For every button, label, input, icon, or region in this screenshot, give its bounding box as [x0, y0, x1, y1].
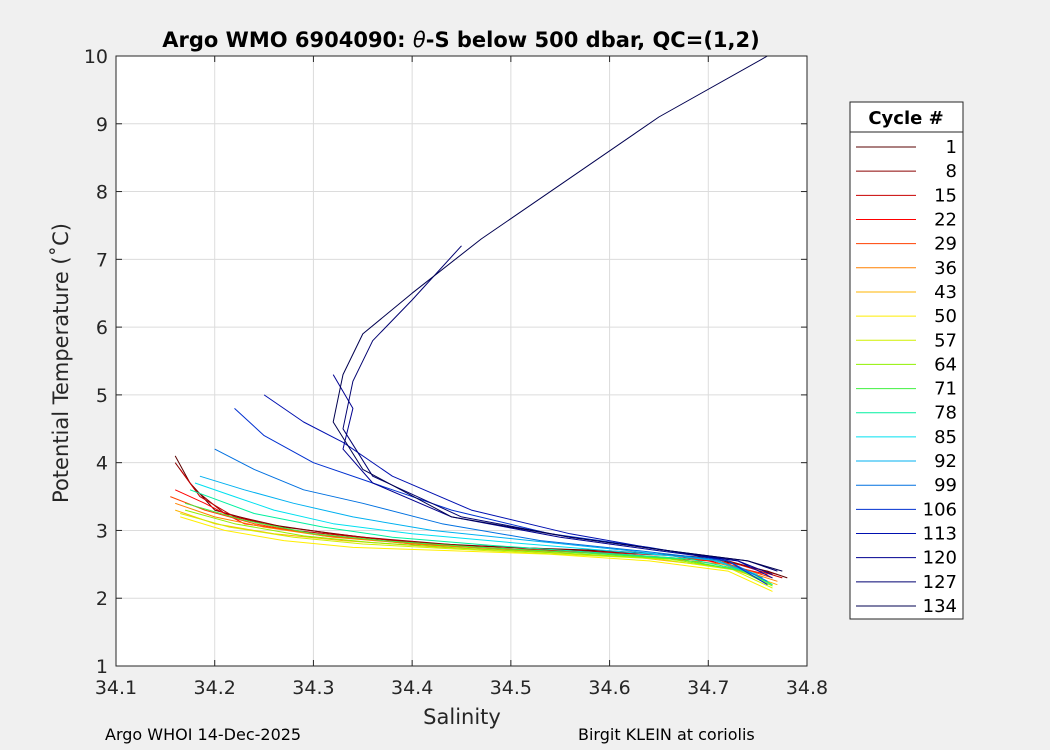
y-tick-label: 8 — [96, 182, 108, 204]
legend-entry: 99 — [934, 475, 957, 496]
series-line-cycle-71 — [184, 502, 773, 586]
legend-entry: 106 — [923, 499, 957, 520]
x-tick-label: 34.1 — [95, 677, 137, 699]
plot-border — [115, 55, 808, 667]
footer-credit-right: Birgit KLEIN at coriolis — [578, 725, 755, 744]
legend-title: Cycle # — [868, 108, 943, 129]
legend-entry: 134 — [923, 596, 957, 617]
y-tick-label: 10 — [84, 46, 108, 68]
series-line-cycle-57 — [180, 513, 773, 589]
legend-entry: 92 — [934, 451, 957, 472]
legend-entry: 85 — [934, 427, 957, 448]
series-line-cycle-99 — [214, 448, 768, 582]
series-line-cycle-134 — [332, 55, 783, 572]
legend-entry: 22 — [934, 209, 957, 230]
y-tick-label: 6 — [96, 317, 108, 339]
y-tick-label: 2 — [96, 588, 108, 610]
y-axis-label: Potential Temperature (˚C) — [49, 223, 73, 503]
x-tick-label: 34.2 — [194, 677, 236, 699]
legend-entry: 8 — [946, 161, 957, 182]
legend-entry: 29 — [934, 234, 957, 255]
x-tick-label: 34.6 — [588, 677, 630, 699]
y-tick-label: 5 — [96, 385, 108, 407]
plot-area — [116, 56, 807, 666]
x-tick-label: 34.8 — [786, 677, 828, 699]
x-tick-label: 34.4 — [391, 677, 433, 699]
x-axis-label: Salinity — [423, 705, 501, 729]
y-tick-label: 3 — [96, 520, 108, 542]
legend-entry: 1 — [946, 137, 957, 158]
legend-entry: 57 — [934, 330, 957, 351]
chart-title: Argo WMO 6904090: θ-S below 500 dbar, QC… — [162, 28, 759, 52]
x-tick-label: 34.7 — [687, 677, 729, 699]
legend-entry: 127 — [923, 572, 957, 593]
legend-entry: 78 — [934, 403, 957, 424]
legend-entry: 64 — [934, 354, 957, 375]
y-tick-label: 4 — [96, 453, 108, 475]
data-series — [170, 55, 788, 592]
footer-credit-left: Argo WHOI 14-Dec-2025 — [105, 725, 302, 744]
y-tick-label: 7 — [96, 249, 108, 271]
legend-entry: 36 — [934, 258, 957, 279]
series-line-cycle-50 — [180, 516, 773, 592]
x-tick-label: 34.5 — [490, 677, 532, 699]
legend-entry: 43 — [934, 282, 957, 303]
y-tick-label: 9 — [96, 114, 108, 136]
legend-entry: 120 — [923, 548, 957, 569]
legend-entry: 71 — [934, 379, 957, 400]
y-tick-label: 1 — [96, 656, 108, 678]
x-tick-label: 34.3 — [292, 677, 334, 699]
legend-entry: 113 — [923, 524, 957, 545]
axis-ticks: 34.1 34.2 34.3 34.4 34.5 34.6 34.7 34.8 1 2 3 4 5 6 7 8… — [84, 46, 828, 699]
legend-entry: 50 — [934, 306, 957, 327]
series-line-cycle-78 — [189, 489, 773, 586]
series-line-cycle-92 — [199, 475, 763, 579]
legend-entry: 15 — [934, 185, 957, 206]
legend-box — [849, 101, 964, 620]
legend: Cycle # 1 8 15 22 29 36 43 50 57 64 71 78 85 92 99 106 1… — [849, 101, 964, 620]
